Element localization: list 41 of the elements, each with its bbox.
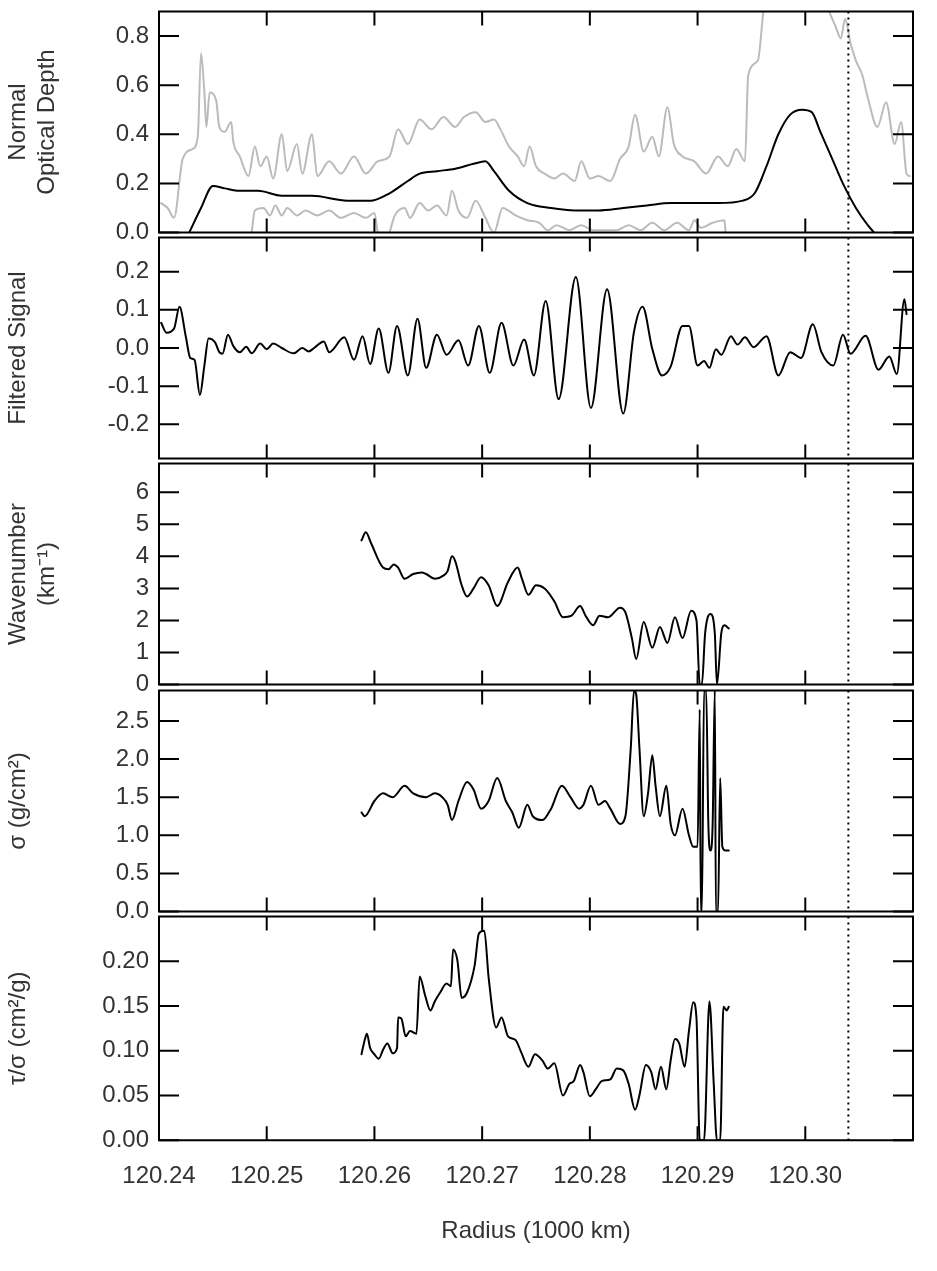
x-tick-label: 120.25 [230, 1161, 304, 1189]
y-axis-title: τ/σ (cm²/g) [3, 971, 31, 1085]
y-tick-label: 0.0 [115, 332, 149, 360]
x-tick-label: 120.28 [553, 1161, 627, 1189]
y-tick-label: 1.5 [115, 781, 149, 809]
y-tick-label: 0 [135, 669, 149, 697]
y-tick-label: 5 [135, 509, 149, 537]
y-tick-label: 0.0 [115, 895, 149, 923]
y-tick-label: 2.0 [115, 743, 149, 771]
y-axis-title: σ (g/cm²) [3, 751, 31, 850]
y-tick-label: -0.1 [107, 370, 149, 398]
y-tick-label: 2 [135, 605, 149, 633]
x-tick-label: 120.30 [768, 1161, 842, 1189]
y-tick-label: 0.6 [115, 69, 149, 97]
y-tick-label: 0.05 [102, 1079, 149, 1107]
y-tick-label: 0.2 [115, 256, 149, 284]
y-tick-label: 0.8 [115, 20, 149, 48]
y-tick-label: 3 [135, 573, 149, 601]
y-tick-label: 0.4 [115, 118, 149, 146]
x-tick-label: 120.27 [445, 1161, 519, 1189]
x-axis-title: Radius (1000 km) [441, 1216, 631, 1244]
y-tick-label: 0.5 [115, 857, 149, 885]
y-axis-title: Normal Optical Depth [3, 49, 59, 195]
x-tick-label: 120.24 [122, 1161, 196, 1189]
y-tick-label: 0.1 [115, 294, 149, 322]
y-tick-label: 6 [135, 477, 149, 505]
y-tick-label: 0.00 [102, 1124, 149, 1152]
y-tick-label: 0.2 [115, 168, 149, 196]
y-axis-title: Filtered Signal [3, 271, 31, 425]
y-tick-label: 0.20 [102, 945, 149, 973]
x-tick-label: 120.26 [337, 1161, 412, 1189]
y-tick-label: 4 [135, 541, 149, 569]
y-tick-label: 0.0 [115, 217, 149, 245]
y-tick-label: 2.5 [115, 705, 149, 733]
y-tick-label: 0.10 [102, 1035, 149, 1063]
y-tick-label: 1.0 [115, 819, 149, 847]
y-tick-label: 1 [135, 637, 149, 665]
y-tick-label: -0.2 [107, 409, 149, 437]
y-tick-label: 0.15 [102, 990, 149, 1018]
y-axis-title: Wavenumber (km⁻¹) [3, 503, 59, 646]
x-tick-label: 120.29 [660, 1161, 735, 1189]
